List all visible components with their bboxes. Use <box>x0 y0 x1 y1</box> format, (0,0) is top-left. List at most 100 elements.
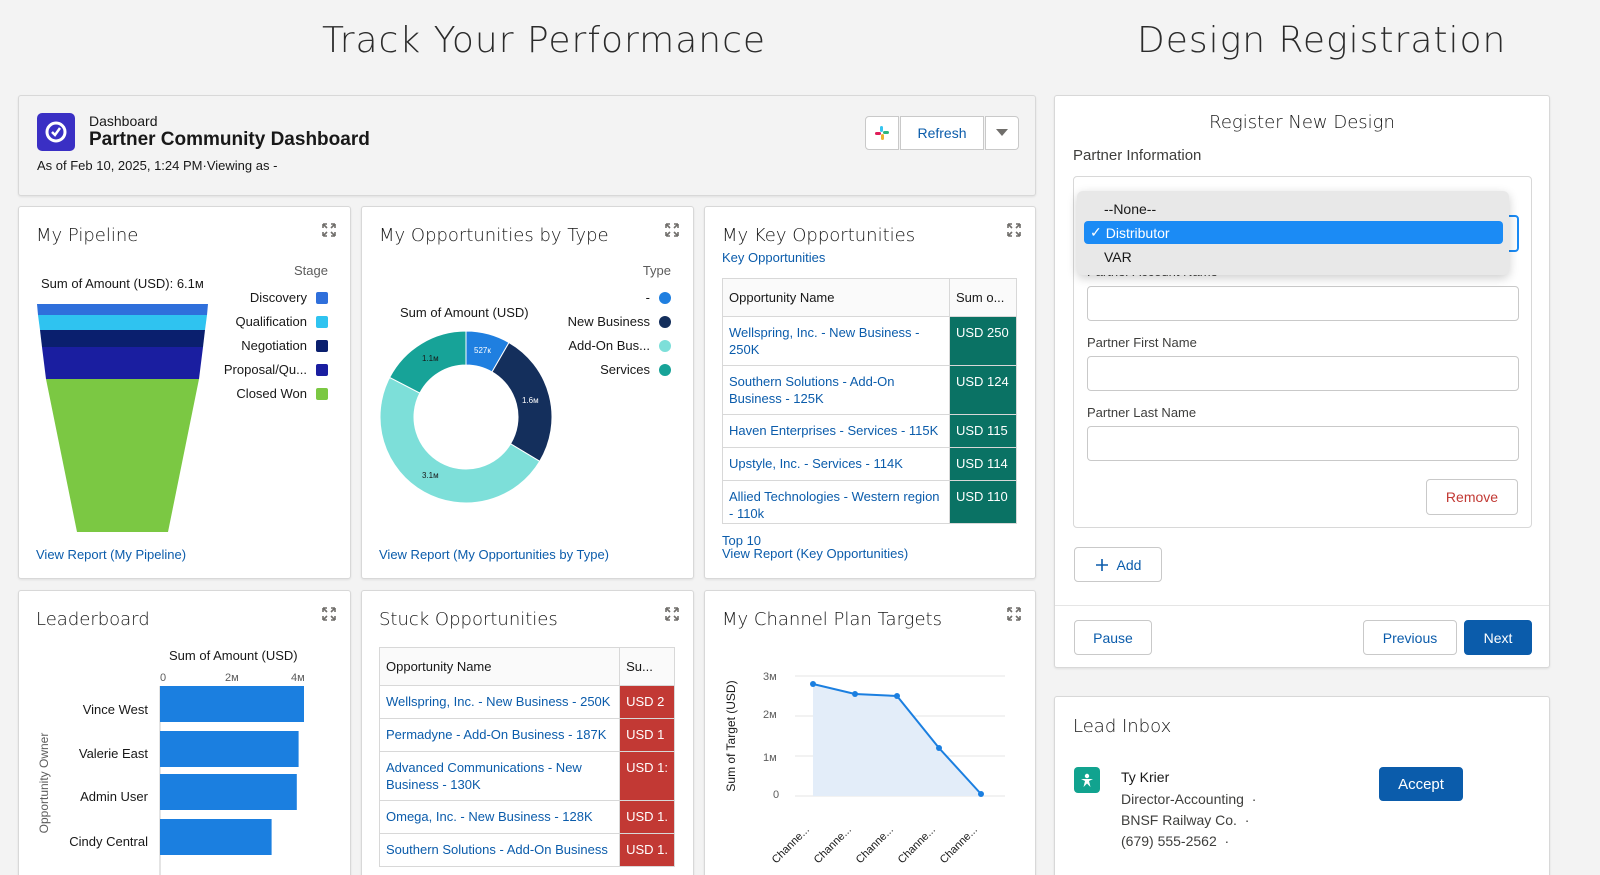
leaderboard-bar[interactable] <box>160 686 304 722</box>
opps-by-type-title: My Opportunities by Type <box>379 225 609 246</box>
col-opportunity-name[interactable]: Opportunity Name <box>378 647 621 686</box>
dropdown-option[interactable]: VAR <box>1104 249 1132 265</box>
opportunity-link[interactable]: Wellspring, Inc. - New Business - 250K <box>386 694 611 709</box>
leaderboard-bar[interactable] <box>160 774 297 810</box>
dashboard-app-icon <box>37 113 75 151</box>
partner-first-name-label: Partner First Name <box>1087 335 1197 350</box>
opportunity-link[interactable]: Permadyne - Add-On Business - 187K <box>386 727 607 742</box>
legend-item-new-business: New Business <box>568 314 671 329</box>
opportunity-value: USD 250 <box>949 316 1017 366</box>
remove-button[interactable]: Remove <box>1426 479 1518 515</box>
opportunity-link[interactable]: Omega, Inc. - New Business - 128K <box>386 809 593 824</box>
funnel-closed-won <box>46 379 199 532</box>
lead-inbox-card: Lead Inbox Ty Krier Director-Accounting … <box>1054 696 1550 875</box>
line-point[interactable] <box>894 693 900 699</box>
pipeline-funnel-chart <box>37 304 208 532</box>
pipeline-report-link[interactable]: View Report (My Pipeline) <box>36 547 187 562</box>
x-tick: Channe... <box>937 823 980 867</box>
table-row: Advanced Communications - New Business -… <box>378 751 675 801</box>
slice-label-none: 527к <box>474 346 491 355</box>
legend-item-services: Services <box>600 362 671 377</box>
x-tick: 0 <box>160 672 167 684</box>
pause-button[interactable]: Pause <box>1074 620 1152 655</box>
slack-button[interactable] <box>865 116 899 150</box>
leaderboard-bar[interactable] <box>160 819 272 855</box>
legend-item-closed-won: Closed Won <box>236 386 328 401</box>
legend-item-negotiation: Negotiation <box>241 338 328 353</box>
slice-label-services: 1.1м <box>422 354 439 363</box>
line-point[interactable] <box>978 791 984 797</box>
key-opps-card: My Key Opportunities Key Opportunities O… <box>704 206 1036 579</box>
col-sum[interactable]: Su... <box>619 647 675 686</box>
stuck-opps-title: Stuck Opportunities <box>379 609 558 630</box>
design-registration-heading: Design Registration <box>1137 20 1507 61</box>
channel-y-title: Sum of Target (USD) <box>724 680 738 792</box>
opps-report-link[interactable]: View Report (My Opportunities by Type) <box>379 547 610 562</box>
opportunity-value: USD 110 <box>949 480 1017 524</box>
table-row: Upstyle, Inc. - Services - 114K USD 114 <box>722 447 1017 481</box>
add-button[interactable]: Add <box>1074 547 1162 582</box>
leaderboard-y-title: Opportunity Owner <box>37 732 51 834</box>
opportunity-link[interactable]: Southern Solutions - Add-On Business <box>386 842 608 857</box>
slack-icon <box>875 126 889 140</box>
lead-inbox-title: Lead Inbox <box>1073 716 1172 737</box>
y-tick: 3м <box>763 671 777 683</box>
line-point[interactable] <box>810 681 816 687</box>
opportunity-link[interactable]: Allied Technologies - Western region - 1… <box>729 489 940 521</box>
opps-by-type-card: My Opportunities by Type Sum of Amount (… <box>361 206 694 579</box>
previous-button[interactable]: Previous <box>1363 620 1457 655</box>
donut-slice[interactable] <box>379 376 541 504</box>
lead-icon <box>1074 767 1100 793</box>
donut-slice[interactable] <box>388 330 467 394</box>
refresh-menu-button[interactable] <box>985 116 1019 150</box>
partner-first-name-field[interactable] <box>1087 356 1519 391</box>
lead-role: Director-Accounting · <box>1121 791 1257 807</box>
opportunity-link[interactable]: Haven Enterprises - Services - 115K <box>729 423 939 438</box>
dropdown-option-selected[interactable]: ✓ Distributor <box>1084 221 1503 244</box>
funnel-qualification <box>38 315 207 330</box>
line-point[interactable] <box>936 745 942 751</box>
opportunity-value: USD 114 <box>949 447 1017 481</box>
table-row: Omega, Inc. - New Business - 128K USD 1. <box>378 800 675 834</box>
partner-last-name-label: Partner Last Name <box>1087 405 1197 420</box>
legend-item-none: - <box>646 290 671 305</box>
channel-line-chart <box>795 675 1005 797</box>
lead-name[interactable]: Ty Krier <box>1121 769 1170 785</box>
opportunity-link[interactable]: Southern Solutions - Add-On Business - 1… <box>729 374 895 406</box>
partner-last-name-field[interactable] <box>1087 426 1519 461</box>
slice-label-add-on: 3.1м <box>422 471 439 480</box>
owner-label: Cindy Central <box>69 834 148 849</box>
expand-icon[interactable] <box>322 607 336 621</box>
dropdown-option[interactable]: --None-- <box>1104 201 1157 217</box>
expand-icon[interactable] <box>1007 607 1021 621</box>
x-tick: Channe... <box>769 823 812 867</box>
pipeline-legend-title: Stage <box>294 263 328 278</box>
table-row: Wellspring, Inc. - New Business - 250K U… <box>378 685 675 719</box>
expand-icon[interactable] <box>322 223 336 237</box>
opportunity-link[interactable]: Advanced Communications - New Business -… <box>386 760 582 792</box>
x-tick: Channe... <box>853 823 896 867</box>
accept-button[interactable]: Accept <box>1379 767 1463 801</box>
expand-icon[interactable] <box>665 223 679 237</box>
expand-icon[interactable] <box>665 607 679 621</box>
expand-icon[interactable] <box>1007 223 1021 237</box>
key-opps-report-link[interactable]: View Report (Key Opportunities) <box>722 546 909 561</box>
col-opportunity-name[interactable]: Opportunity Name <box>722 278 950 317</box>
pipeline-card: My Pipeline Sum of Amount (USD): 6.1м St… <box>18 206 351 579</box>
next-button[interactable]: Next <box>1464 620 1532 655</box>
refresh-button[interactable]: Refresh <box>900 116 984 150</box>
partner-account-field[interactable] <box>1087 286 1519 321</box>
key-opps-subtitle-link[interactable]: Key Opportunities <box>722 250 826 265</box>
opportunity-link[interactable]: Upstyle, Inc. - Services - 114K <box>729 456 903 471</box>
table-row: Wellspring, Inc. - New Business - 250K U… <box>722 316 1017 366</box>
key-opps-top-10[interactable]: Top 10 <box>722 533 762 548</box>
leaderboard-bar[interactable] <box>160 731 299 767</box>
y-tick: 0 <box>773 789 780 801</box>
table-row: Haven Enterprises - Services - 115K USD … <box>722 414 1017 448</box>
opportunity-link[interactable]: Wellspring, Inc. - New Business - 250K <box>729 325 920 357</box>
partner-info-label: Partner Information <box>1073 147 1202 164</box>
leaderboard-title: Leaderboard <box>36 609 150 630</box>
dashboard-title: Partner Community Dashboard <box>89 129 370 150</box>
col-sum[interactable]: Sum o... <box>949 278 1017 317</box>
line-point[interactable] <box>852 691 858 697</box>
